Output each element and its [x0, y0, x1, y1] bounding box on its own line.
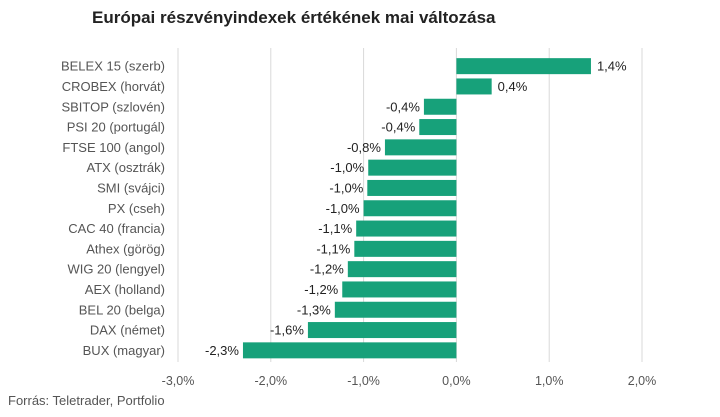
bar — [384, 139, 457, 156]
category-label: WIG 20 (lengyel) — [67, 262, 165, 277]
data-label: -1,6% — [270, 323, 304, 338]
bar — [356, 220, 457, 237]
x-tick-label: 0,0% — [442, 374, 471, 388]
x-tick-label: 1,0% — [535, 374, 564, 388]
category-label: Athex (görög) — [86, 241, 165, 256]
data-label: -1,2% — [310, 262, 344, 277]
category-label: BUX (magyar) — [83, 343, 165, 358]
bar — [354, 240, 457, 257]
data-label: -0,4% — [381, 120, 415, 135]
bar — [307, 322, 457, 339]
x-tick-label: -3,0% — [162, 374, 195, 388]
data-label: -1,0% — [330, 160, 364, 175]
category-label: AEX (holland) — [85, 282, 165, 297]
data-label: -1,3% — [297, 302, 331, 317]
data-label: -0,4% — [386, 99, 420, 114]
bar — [368, 159, 457, 176]
bar — [342, 281, 457, 298]
category-label: SMI (svájci) — [97, 180, 165, 195]
data-label: -1,2% — [304, 282, 338, 297]
category-label: BELEX 15 (szerb) — [61, 59, 165, 74]
category-label: SBITOP (szlovén) — [61, 99, 165, 114]
bar — [367, 179, 457, 196]
category-label: BEL 20 (belga) — [79, 302, 165, 317]
category-label: FTSE 100 (angol) — [62, 140, 165, 155]
data-label: -1,0% — [329, 180, 363, 195]
data-label: -1,0% — [326, 201, 360, 216]
category-label: CROBEX (horvát) — [62, 79, 165, 94]
bar — [363, 200, 457, 217]
category-label: DAX (német) — [90, 323, 165, 338]
category-label: ATX (osztrák) — [87, 160, 166, 175]
bar — [423, 98, 457, 115]
data-label: -1,1% — [318, 221, 352, 236]
source-note: Forrás: Teletrader, Portfolio — [8, 393, 165, 408]
bar — [242, 342, 457, 359]
bar — [334, 301, 457, 318]
data-label: -0,8% — [347, 140, 381, 155]
data-label: -1,1% — [316, 241, 350, 256]
data-label: -2,3% — [205, 343, 239, 358]
data-label: 1,4% — [597, 59, 627, 74]
chart-title: Európai részvényindexek értékének mai vá… — [92, 8, 496, 27]
bar — [347, 261, 457, 278]
x-tick-label: -1,0% — [347, 374, 380, 388]
bar — [456, 58, 591, 75]
bar — [456, 78, 492, 95]
category-label: CAC 40 (francia) — [68, 221, 165, 236]
data-label: 0,4% — [498, 79, 528, 94]
x-tick-label: 2,0% — [628, 374, 657, 388]
category-label: PSI 20 (portugál) — [67, 120, 165, 135]
bar — [419, 119, 457, 136]
category-label: PX (cseh) — [108, 201, 165, 216]
x-tick-label: -2,0% — [254, 374, 287, 388]
